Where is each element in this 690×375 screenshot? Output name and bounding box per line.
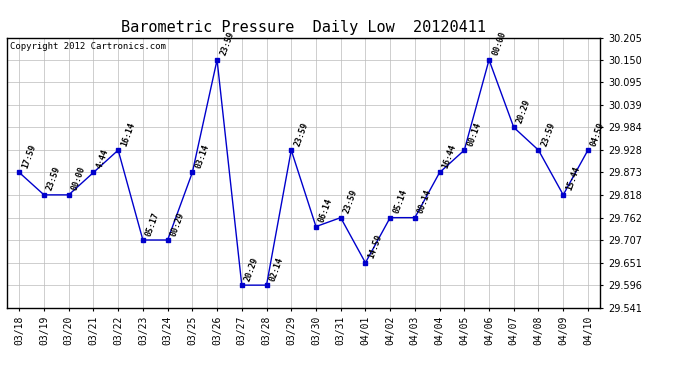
Text: 15:44: 15:44 — [564, 165, 582, 192]
Text: 17:59: 17:59 — [21, 143, 38, 170]
Text: 00:14: 00:14 — [416, 188, 433, 215]
Text: 16:14: 16:14 — [119, 121, 137, 147]
Text: 23:59: 23:59 — [46, 165, 62, 192]
Text: Copyright 2012 Cartronics.com: Copyright 2012 Cartronics.com — [10, 42, 166, 51]
Text: 05:17: 05:17 — [144, 211, 161, 237]
Title: Barometric Pressure  Daily Low  20120411: Barometric Pressure Daily Low 20120411 — [121, 20, 486, 35]
Text: 03:14: 03:14 — [194, 143, 210, 170]
Text: 00:00: 00:00 — [70, 165, 87, 192]
Text: 23:59: 23:59 — [293, 121, 310, 147]
Text: 23:59: 23:59 — [540, 121, 557, 147]
Text: 04:59: 04:59 — [589, 121, 607, 147]
Text: 23:59: 23:59 — [219, 30, 235, 57]
Text: 20:29: 20:29 — [515, 98, 532, 124]
Text: 00:14: 00:14 — [466, 121, 483, 147]
Text: 16:44: 16:44 — [441, 143, 458, 170]
Text: 20:29: 20:29 — [243, 256, 260, 282]
Text: 02:14: 02:14 — [268, 256, 285, 282]
Text: 06:14: 06:14 — [317, 197, 335, 224]
Text: 14:59: 14:59 — [367, 233, 384, 260]
Text: 4:44: 4:44 — [95, 148, 110, 170]
Text: 05:14: 05:14 — [391, 188, 408, 215]
Text: 23:59: 23:59 — [342, 188, 359, 215]
Text: 00:29: 00:29 — [169, 211, 186, 237]
Text: 00:00: 00:00 — [491, 30, 507, 57]
